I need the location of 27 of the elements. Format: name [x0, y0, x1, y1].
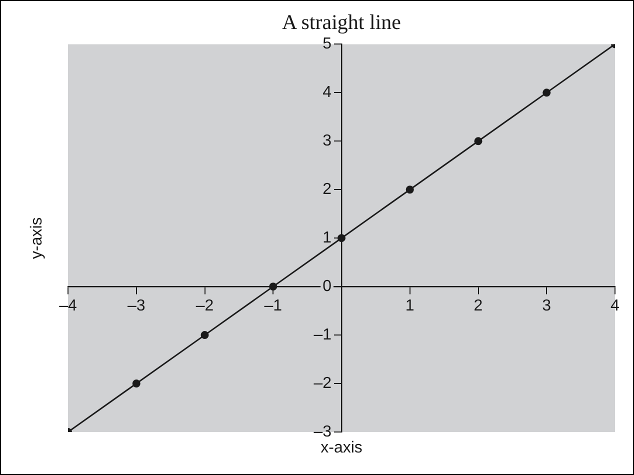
point	[200, 331, 209, 340]
y-tick-label: –2	[314, 374, 332, 392]
x-tick-label: 2	[474, 298, 483, 315]
x-tick-label: 1	[405, 298, 414, 315]
point	[474, 137, 482, 146]
x-tick-label: –4	[59, 298, 77, 315]
point	[269, 282, 278, 291]
x-axis-title: x-axis	[320, 439, 362, 456]
x-tick-label: –1	[264, 298, 282, 315]
y-tick-label: 0	[322, 278, 332, 295]
y-tick-label: 3	[322, 132, 332, 150]
x-tick-label: –2	[196, 298, 214, 315]
point	[338, 234, 346, 242]
x-tick-label: 4	[610, 298, 620, 315]
y-tick-label: 5	[322, 36, 332, 53]
x-tick-label: 3	[542, 298, 552, 315]
x-tick-label: –3	[127, 298, 146, 315]
point	[406, 186, 414, 194]
point	[542, 88, 551, 97]
y-tick-label: 1	[322, 230, 332, 247]
point	[132, 380, 140, 388]
y-tick-label: 2	[322, 181, 332, 198]
y-tick-label: 4	[322, 84, 332, 102]
chart-title: A straight line	[282, 10, 401, 34]
y-axis-title: y-axis	[28, 217, 46, 259]
y-tick-label: –3	[314, 423, 332, 440]
y-tick-label: –1	[314, 326, 332, 344]
